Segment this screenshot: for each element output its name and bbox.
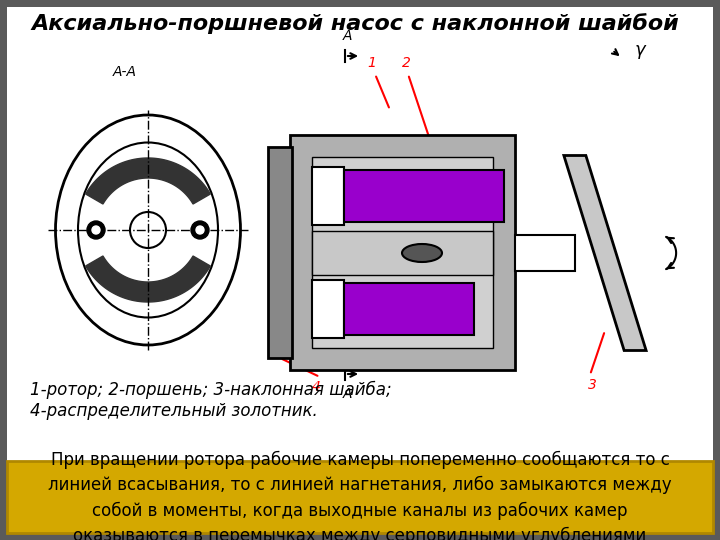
Bar bbox=[312, 231, 493, 275]
Text: При вращении ротора рабочие камеры попеременно сообщаются то с
линией всасывания: При вращении ротора рабочие камеры попер… bbox=[48, 451, 672, 540]
Bar bbox=[7, 461, 713, 533]
Bar bbox=[268, 147, 292, 358]
Polygon shape bbox=[86, 158, 210, 204]
Ellipse shape bbox=[402, 244, 442, 262]
Bar bbox=[312, 280, 344, 338]
Text: 3: 3 bbox=[588, 378, 596, 392]
Circle shape bbox=[87, 221, 105, 239]
Bar bbox=[515, 235, 575, 271]
Text: γ: γ bbox=[635, 41, 645, 59]
Polygon shape bbox=[564, 156, 646, 350]
Text: 1-ротор; 2-поршень; 3-наклонная шайба;
4-распределительный золотник.: 1-ротор; 2-поршень; 3-наклонная шайба; 4… bbox=[30, 381, 392, 420]
Ellipse shape bbox=[55, 115, 240, 345]
Text: А-А: А-А bbox=[113, 65, 137, 79]
Text: 2: 2 bbox=[402, 56, 410, 70]
Circle shape bbox=[191, 221, 209, 239]
Text: А: А bbox=[342, 29, 352, 43]
Bar bbox=[312, 167, 344, 225]
Circle shape bbox=[92, 226, 100, 234]
Bar bbox=[312, 157, 493, 348]
Ellipse shape bbox=[78, 143, 218, 318]
Text: А: А bbox=[342, 387, 352, 401]
Circle shape bbox=[196, 226, 204, 234]
Text: 4: 4 bbox=[312, 380, 320, 394]
Bar bbox=[7, 7, 713, 465]
Polygon shape bbox=[86, 256, 210, 302]
Text: 1: 1 bbox=[368, 56, 377, 70]
Bar bbox=[344, 283, 474, 335]
Bar bbox=[290, 135, 515, 370]
Text: Аксиально-поршневой насос с наклонной шайбой: Аксиально-поршневой насос с наклонной ша… bbox=[31, 14, 679, 35]
Circle shape bbox=[130, 212, 166, 248]
Bar bbox=[344, 170, 504, 222]
